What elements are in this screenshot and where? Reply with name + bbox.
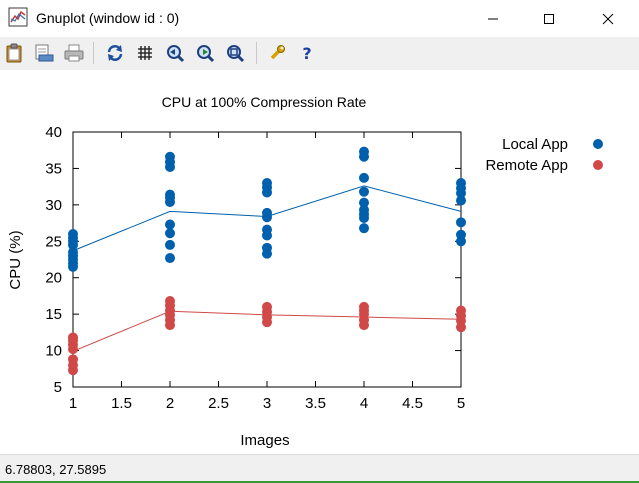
data-point xyxy=(68,354,78,365)
x-tick-label: 4.5 xyxy=(402,395,423,412)
mouse-coordinates-readout: 6.78803, 27.5895 xyxy=(5,462,107,477)
data-point xyxy=(456,217,466,228)
close-icon xyxy=(602,13,614,24)
x-axis-label: Images xyxy=(240,432,289,449)
svg-text:?: ? xyxy=(302,44,311,63)
x-tick-label: 1 xyxy=(69,395,77,412)
zoom-previous-button[interactable] xyxy=(164,42,186,64)
close-button[interactable] xyxy=(585,0,631,37)
title-bar: Gnuplot (window id : 0) xyxy=(0,0,639,37)
data-point xyxy=(262,178,272,188)
y-tick-label: 5 xyxy=(54,379,62,396)
chart: CPU at 100% Compression Rate 1 1.5 2 2.5 3 3.… xyxy=(7,94,603,449)
data-point xyxy=(68,332,78,343)
data-point xyxy=(456,305,466,316)
y-tick-label: 40 xyxy=(45,124,62,141)
x-tick-label: 1.5 xyxy=(111,395,132,412)
maximize-button[interactable] xyxy=(526,0,572,37)
data-point xyxy=(359,301,369,312)
data-point xyxy=(359,197,369,208)
toolbar: ? xyxy=(0,37,639,70)
print-icon xyxy=(64,44,84,62)
x-tick-label: 3 xyxy=(263,395,271,412)
y-axis-label: CPU (%) xyxy=(7,230,24,289)
copy-to-clipboard-button[interactable] xyxy=(3,42,25,64)
zoom-previous-icon xyxy=(167,45,185,63)
data-point xyxy=(262,242,272,253)
wrench-icon xyxy=(270,45,285,60)
data-point xyxy=(359,146,369,157)
clipboard-icon xyxy=(6,43,22,63)
data-point xyxy=(165,253,175,264)
legend-label: Remote App xyxy=(485,157,568,174)
plot-border xyxy=(72,131,462,388)
data-point xyxy=(165,296,175,307)
y-tick-label: 25 xyxy=(45,233,62,250)
zoom-next-icon xyxy=(197,45,215,63)
minimize-button[interactable] xyxy=(470,0,516,37)
x-tick-label: 4 xyxy=(360,395,368,412)
zoom-next-button[interactable] xyxy=(194,42,216,64)
replot-button[interactable] xyxy=(104,42,126,64)
y-tick-label: 15 xyxy=(45,306,62,323)
toolbar-separator xyxy=(93,42,94,64)
x-tick-label: 2 xyxy=(166,395,174,412)
data-point xyxy=(165,239,175,250)
data-point xyxy=(262,207,272,218)
x-tick-label: 5 xyxy=(457,395,465,412)
data-point xyxy=(165,219,175,230)
options-button[interactable] xyxy=(266,42,288,64)
data-point xyxy=(456,195,466,206)
print-preview-icon xyxy=(35,44,54,62)
data-point xyxy=(359,186,369,197)
data-point xyxy=(68,247,78,258)
y-tick-label: 35 xyxy=(45,160,62,177)
window-title: Gnuplot (window id : 0) xyxy=(36,10,180,26)
data-point xyxy=(165,189,175,200)
y-tick-label: 10 xyxy=(45,343,62,360)
data-point xyxy=(359,223,369,234)
data-point xyxy=(165,228,175,239)
unzoom-button[interactable] xyxy=(224,42,246,64)
help-button[interactable]: ? xyxy=(296,42,318,64)
data-point xyxy=(165,151,175,162)
status-bar: 6.78803, 27.5895 xyxy=(0,454,639,483)
data-point xyxy=(456,178,466,188)
legend-marker xyxy=(593,139,603,149)
y-tick-label: 20 xyxy=(45,270,62,287)
y-tick-label: 30 xyxy=(45,197,62,214)
data-point xyxy=(262,301,272,312)
data-point xyxy=(359,204,369,215)
x-tick-label: 3.5 xyxy=(305,395,326,412)
legend-label: Local App xyxy=(502,136,568,153)
chart-title: CPU at 100% Compression Rate xyxy=(162,94,367,110)
plot-canvas[interactable]: CPU at 100% Compression Rate 1 1.5 2 2.5 3 3.… xyxy=(0,70,639,454)
replot-icon xyxy=(107,45,123,61)
data-point xyxy=(262,224,272,235)
grid-icon xyxy=(138,46,152,60)
legend-marker xyxy=(593,160,603,170)
status-bar-accent xyxy=(0,481,639,483)
toggle-grid-button[interactable] xyxy=(134,42,156,64)
unzoom-icon xyxy=(227,45,245,63)
print-preview-button[interactable] xyxy=(33,42,55,64)
toolbar-separator xyxy=(256,42,257,64)
gnuplot-app-icon xyxy=(8,7,28,27)
maximize-icon xyxy=(544,13,554,24)
minimize-icon xyxy=(488,18,498,19)
data-point xyxy=(68,229,78,239)
help-icon: ? xyxy=(302,44,311,63)
x-tick-label: 2.5 xyxy=(208,395,229,412)
data-point xyxy=(359,172,369,183)
print-button[interactable] xyxy=(63,42,85,64)
data-point xyxy=(456,229,466,240)
